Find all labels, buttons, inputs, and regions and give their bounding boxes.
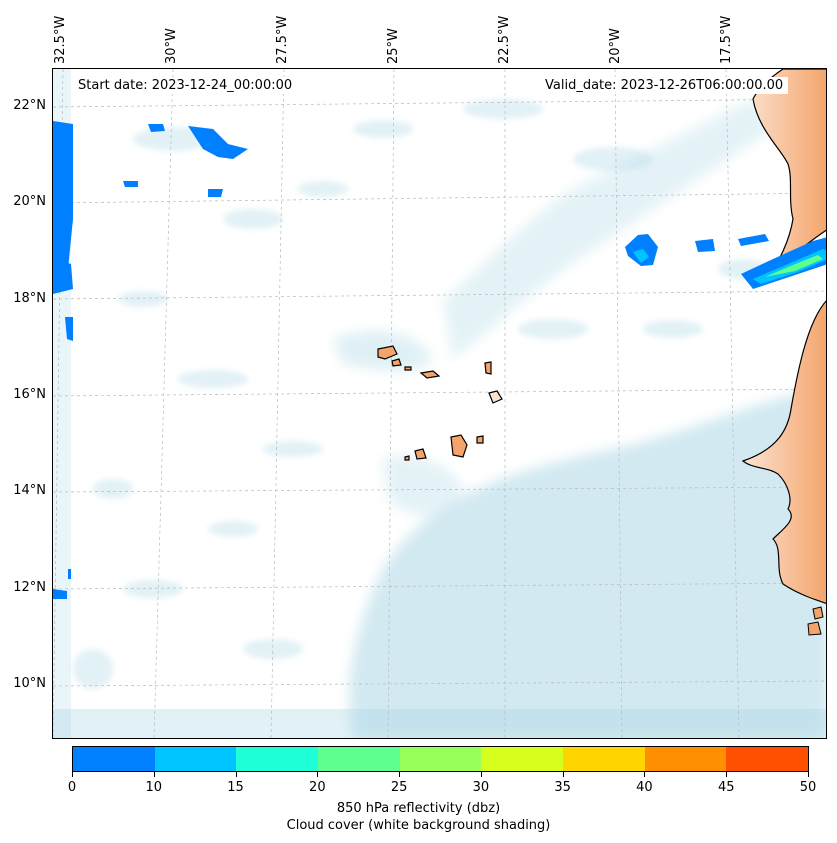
colorbar-tick xyxy=(153,772,155,777)
colorbar-caption-line2: Cloud cover (white background shading) xyxy=(286,818,551,833)
cloud-cover-shading xyxy=(53,69,826,738)
colorbar-segment xyxy=(481,747,564,771)
longitude-label: 22.5°W xyxy=(497,15,512,64)
longitude-label: 32.5°W xyxy=(53,15,68,64)
valid-date-label: Valid_date: 2023-12-26T06:00:00.00 xyxy=(540,77,789,94)
guinea-bissau-islands xyxy=(807,606,824,636)
map-canvas xyxy=(53,69,826,738)
colorbar-tick xyxy=(562,772,564,777)
reflectivity-patches xyxy=(53,121,826,599)
colorbar-segment xyxy=(73,747,155,771)
colorbar-tick-label: 20 xyxy=(309,780,326,795)
colorbar-segment xyxy=(399,747,482,771)
colorbar-tick xyxy=(235,772,237,777)
colorbar-tick xyxy=(808,772,809,777)
colorbar-tick xyxy=(480,772,482,777)
colorbar-tick xyxy=(644,772,646,777)
colorbar-tick xyxy=(72,772,73,777)
colorbar xyxy=(72,746,809,772)
latitude-label: 10°N xyxy=(13,676,46,691)
colorbar-tick-label: 25 xyxy=(390,780,408,795)
longitude-label: 17.5°W xyxy=(719,15,734,64)
colorbar-tick-label: 0 xyxy=(67,780,77,795)
map-panel xyxy=(52,68,827,739)
cape-verde-islands xyxy=(377,345,503,461)
colorbar-segment xyxy=(726,747,809,771)
colorbar-tick-label: 30 xyxy=(472,780,490,795)
longitude-label: 20°W xyxy=(608,28,623,64)
colorbar-segment xyxy=(644,747,727,771)
colorbar-segment xyxy=(563,747,645,771)
start-date-label: Start date: 2023-12-24_00:00:00 xyxy=(73,77,298,94)
latitude-label: 16°N xyxy=(13,387,46,402)
longitude-label: 25°W xyxy=(386,28,401,64)
colorbar-tick-label: 45 xyxy=(717,780,735,795)
latitude-label: 14°N xyxy=(13,483,46,498)
colorbar-tick xyxy=(726,772,728,777)
map-gridlines xyxy=(53,69,826,738)
latitude-label: 18°N xyxy=(13,291,46,306)
colorbar-tick xyxy=(399,772,401,777)
colorbar-caption-line1: 850 hPa reflectivity (dbz) xyxy=(336,801,501,816)
colorbar-tick-label: 50 xyxy=(799,780,817,795)
longitude-label: 27.5°W xyxy=(275,15,290,64)
colorbar-segment xyxy=(154,747,237,771)
latitude-label: 20°N xyxy=(13,194,46,209)
colorbar-tick-label: 40 xyxy=(636,780,653,795)
colorbar-tick-label: 15 xyxy=(227,780,244,795)
colorbar-tick-label: 10 xyxy=(145,780,163,795)
longitude-label: 30°W xyxy=(164,28,179,64)
latitude-label: 22°N xyxy=(13,98,46,113)
colorbar-segment xyxy=(236,747,319,771)
colorbar-tick xyxy=(317,772,319,777)
colorbar-tick-label: 35 xyxy=(554,780,571,795)
colorbar-segment xyxy=(318,747,400,771)
latitude-label: 12°N xyxy=(13,580,46,595)
